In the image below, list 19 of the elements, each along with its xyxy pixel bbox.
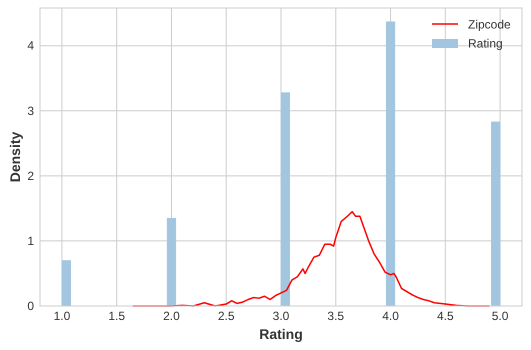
- x-tick-label: 2.5: [218, 309, 235, 323]
- x-tick-label: 3.0: [272, 309, 290, 323]
- line-series: [132, 210, 490, 307]
- x-tick-label: 1.5: [108, 309, 126, 323]
- x-tick-label: 3.5: [327, 309, 344, 323]
- y-tick-label: 1: [27, 234, 34, 248]
- y-tick-label: 0: [27, 299, 34, 313]
- x-axis-title: Rating: [259, 326, 303, 342]
- y-tick-label: 2: [27, 168, 34, 183]
- y-tick-label: 4: [27, 38, 34, 53]
- legend-label: Zipcode: [468, 18, 512, 32]
- y-axis-title: Density: [7, 132, 23, 182]
- x-tick-label: 2.0: [163, 309, 180, 323]
- x-tick-label: 4.5: [436, 309, 454, 323]
- y-tick-label: 3: [27, 104, 34, 118]
- x-tick-label: 5.0: [492, 309, 509, 323]
- x-tick-label: 4.0: [382, 309, 400, 323]
- legend-label: Rating: [468, 36, 503, 50]
- x-tick-label: 1.0: [54, 309, 71, 323]
